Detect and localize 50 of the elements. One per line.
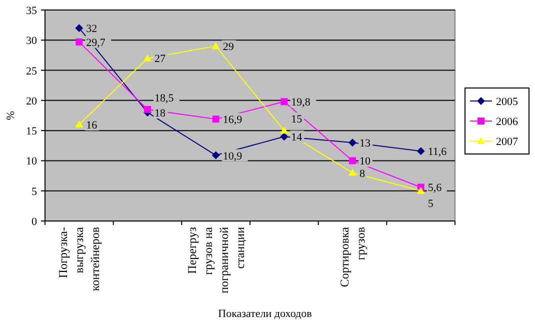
legend-label: 2005 [496,96,518,108]
point [280,132,288,141]
point [348,168,356,176]
data-label: 10,9 [222,150,243,162]
data-label: 14 [291,132,303,144]
point [76,38,83,46]
y-tick-label: 35 [26,5,38,17]
point [75,120,84,128]
legend-label: 2007 [496,136,518,148]
y-tick-label: 25 [26,65,38,78]
point [144,54,152,62]
point [280,98,288,106]
data-label: 5 [428,198,434,210]
point [75,24,84,32]
y-tick-label: 15 [26,126,38,138]
point [280,126,288,134]
data-label: 18 [154,107,166,120]
point [349,157,356,164]
data-label: 11,6 [428,146,448,158]
legend-label: 2006 [496,116,518,128]
point [348,138,356,147]
data-label: 5,6 [428,182,442,194]
point [212,151,220,160]
data-label: 8 [360,168,366,180]
y-tick-label: 20 [26,95,38,108]
point [416,186,425,194]
x-tick-label: Погрузка-выгрузка контейнеров [56,226,102,292]
data-label: 19,8 [291,96,311,109]
data-label: 15 [291,114,303,126]
data-label: 16,9 [222,114,243,126]
y-tick-label: 5 [32,186,38,198]
data-label: 13 [360,138,371,150]
y-tick-label: 0 [32,216,38,228]
data-label: 29,7 [86,36,106,49]
data-label: 32 [86,23,98,36]
data-label: 16 [86,120,98,132]
x-tick-label: Сортировка грузов [338,226,368,288]
point [144,106,151,113]
x-axis-title: Показатели доходов [218,308,312,320]
data-label: 18,5 [154,92,174,104]
point [212,42,220,50]
data-label: 27 [154,53,166,66]
x-tick-label: Перегруз грузов на пограничной станции [184,226,247,294]
point [416,147,425,156]
y-tick-label: 10 [26,156,38,168]
point [212,116,220,123]
data-label: 29 [222,41,234,54]
y-tick-label: 30 [26,35,38,48]
data-label: 10 [360,156,371,168]
y-axis-title: % [5,110,17,120]
